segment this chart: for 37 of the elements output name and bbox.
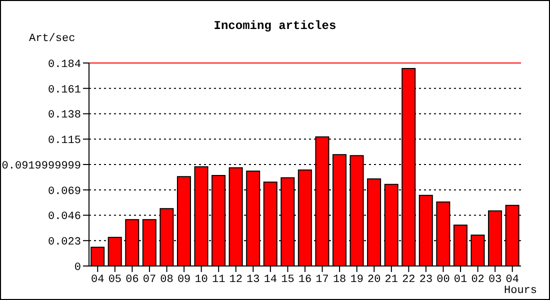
y-axis-title: Art/sec [29, 33, 76, 45]
x-tick-label: 12 [229, 274, 242, 286]
x-tick-label: 17 [316, 274, 329, 286]
x-tick-label: 23 [419, 274, 433, 286]
x-tick-label: 21 [384, 274, 398, 286]
x-tick-label: 04 [506, 274, 520, 286]
x-tick-label: 13 [246, 274, 260, 286]
x-tick-label: 14 [264, 274, 278, 286]
y-tick-label: 0.184 [48, 58, 82, 71]
x-tick-label: 02 [471, 274, 484, 286]
y-tick-label: 0.115 [48, 135, 81, 148]
y-tick-label: 0.023 [48, 236, 81, 249]
x-tick-label: 04 [91, 274, 105, 286]
x-tick-label: 19 [350, 274, 364, 286]
y-tick-label: 0.0919999999 [2, 160, 81, 172]
y-tick-label: 0.069 [48, 186, 81, 198]
x-tick-label: 20 [368, 274, 381, 286]
y-tick-label: 0.138 [48, 110, 81, 122]
x-tick-label: 08 [160, 274, 174, 286]
y-tick-label: 0.046 [48, 211, 81, 224]
x-tick-label: 22 [402, 274, 416, 286]
x-tick-label: 07 [142, 274, 156, 286]
x-axis-title: Hours [504, 285, 538, 297]
y-tick-label: 0 [74, 262, 81, 274]
x-tick-label: 18 [332, 274, 346, 286]
y-tick-label: 0.161 [48, 84, 82, 96]
x-tick-label: 03 [488, 274, 502, 286]
x-tick-label: 05 [108, 274, 122, 286]
x-tick-label: 10 [194, 274, 208, 286]
x-tick-label: 01 [454, 274, 468, 286]
x-tick-label: 15 [281, 274, 294, 286]
x-tick-label: 16 [298, 274, 312, 286]
x-tick-label: 00 [436, 274, 450, 286]
x-tick-label: 06 [126, 274, 139, 286]
x-tick-label: 09 [177, 274, 191, 286]
chart-title: Incoming articles [212, 19, 338, 33]
x-tick-label: 11 [212, 274, 226, 286]
